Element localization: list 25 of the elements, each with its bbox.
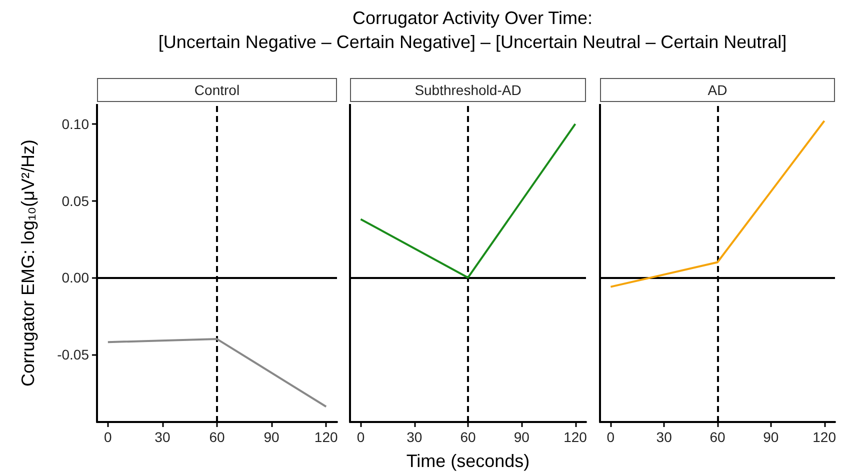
x-tick-label: 120	[314, 429, 338, 445]
text: Corrugator Activity Over Time: [Uncertain Negative – Certain Negative] – [Uncertain Neutral – Certain Neutral]	[157, 7, 788, 54]
x-tick-label: 30	[406, 429, 422, 445]
x-tick-label: 60	[209, 429, 225, 445]
chart-title: Subthreshold-AD	[350, 78, 586, 102]
x-tick-label: 0	[104, 429, 112, 445]
x-tick-label: 90	[264, 429, 280, 445]
x-tick-label: 0	[356, 429, 365, 445]
x-axis-title: Time (seconds)	[406, 451, 530, 471]
x-tick-label: 30	[656, 429, 672, 445]
x-tick-label: 90	[763, 429, 779, 445]
x-tick-label: 60	[710, 429, 726, 445]
x-tick-label: 90	[514, 429, 530, 445]
x-tick-label: 60	[460, 429, 476, 445]
chart-title: AD	[600, 78, 835, 102]
x-tick-label: 0	[606, 429, 615, 445]
y-tick-label: -0.05	[57, 346, 90, 362]
chart-title: Control	[97, 78, 337, 102]
x-tick-label: 30	[154, 429, 170, 445]
y-tick-label: 0.00	[62, 270, 90, 286]
x-tick-label: 120	[812, 429, 836, 445]
x-tick-label: 120	[564, 429, 588, 445]
y-axis-title: Corrugator EMG: log₁₀(μV²/Hz)	[18, 140, 38, 386]
y-tick-label: 0.05	[62, 192, 90, 209]
y-tick-label: 0.10	[62, 116, 90, 132]
